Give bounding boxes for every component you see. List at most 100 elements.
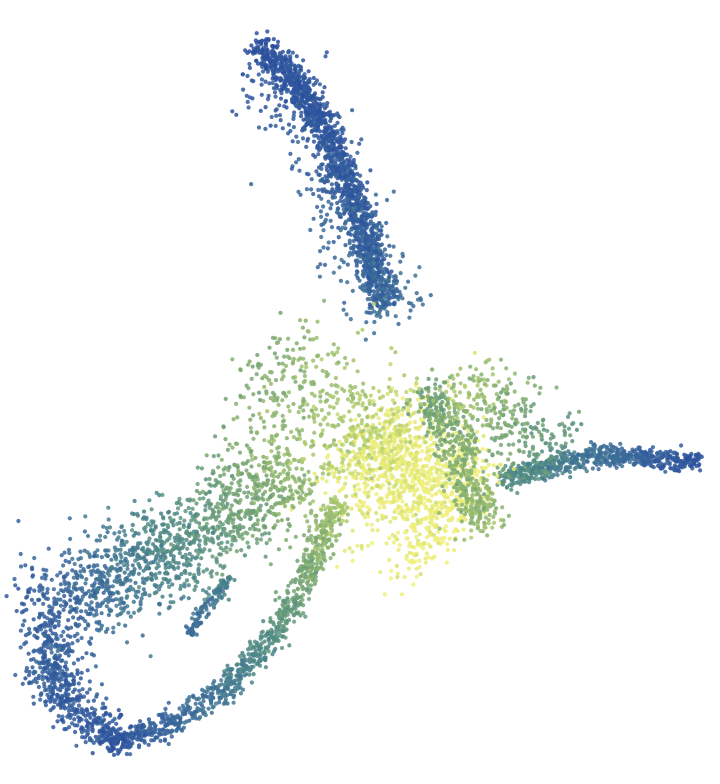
data-point	[435, 516, 440, 521]
data-point	[348, 317, 353, 322]
data-point	[655, 459, 660, 464]
data-point	[572, 466, 577, 471]
data-point	[437, 438, 442, 444]
data-point	[472, 460, 477, 466]
data-point	[414, 574, 419, 579]
data-point	[359, 546, 365, 551]
data-point	[567, 469, 573, 475]
data-point	[391, 244, 396, 249]
data-point	[661, 454, 666, 459]
data-point	[362, 257, 367, 262]
data-point	[368, 272, 373, 277]
data-point	[273, 55, 278, 60]
data-point	[312, 117, 317, 122]
data-point	[403, 285, 408, 290]
data-point	[420, 449, 425, 454]
data-point	[273, 590, 278, 595]
data-point	[314, 551, 319, 556]
data-point	[362, 515, 367, 520]
data-point	[170, 728, 175, 734]
data-point	[574, 456, 579, 461]
data-point	[341, 139, 346, 144]
data-point	[247, 49, 252, 54]
data-point	[321, 567, 326, 572]
data-point	[335, 129, 340, 134]
data-point	[576, 452, 581, 457]
data-point	[328, 206, 333, 211]
data-point	[353, 166, 358, 171]
data-point	[337, 211, 342, 216]
data-point	[300, 126, 306, 131]
data-point	[423, 516, 428, 521]
data-point	[262, 650, 267, 655]
data-point	[150, 726, 156, 732]
data-point	[319, 121, 324, 126]
data-point	[415, 475, 420, 481]
data-point	[497, 463, 502, 468]
data-point	[438, 505, 443, 510]
data-point	[391, 496, 396, 501]
data-point	[429, 472, 434, 477]
data-point	[229, 672, 234, 678]
data-point	[290, 89, 295, 94]
data-point	[329, 202, 334, 207]
data-point	[365, 543, 370, 548]
data-point	[285, 63, 290, 68]
data-point	[283, 635, 288, 640]
data-point	[372, 274, 377, 279]
data-point	[461, 414, 466, 419]
data-point	[423, 560, 428, 565]
data-point	[300, 94, 306, 99]
data-point	[573, 460, 579, 465]
data-point	[671, 457, 677, 462]
data-point	[411, 466, 416, 471]
data-point	[346, 230, 351, 235]
data-point	[240, 687, 245, 692]
data-point	[509, 487, 514, 492]
data-point	[306, 136, 311, 141]
data-point	[309, 187, 314, 192]
data-point	[442, 438, 447, 443]
data-point	[411, 582, 416, 587]
data-point	[329, 543, 335, 549]
data-point	[365, 494, 370, 499]
data-point	[480, 446, 485, 451]
data-point	[434, 461, 439, 466]
data-point	[186, 596, 191, 601]
data-point	[351, 157, 356, 163]
data-point	[470, 511, 475, 516]
data-point	[330, 193, 336, 198]
data-point	[151, 721, 156, 726]
data-point	[677, 469, 682, 474]
data-point	[483, 465, 488, 471]
data-point	[320, 162, 325, 167]
data-point	[400, 499, 405, 504]
data-point	[280, 126, 285, 131]
data-point	[598, 462, 604, 467]
data-point	[337, 265, 342, 270]
data-point	[375, 528, 380, 533]
data-point	[602, 458, 608, 463]
data-point	[393, 516, 398, 521]
data-point	[518, 481, 523, 487]
data-point	[425, 481, 430, 486]
data-point	[275, 39, 281, 45]
data-point	[442, 500, 448, 505]
data-point	[667, 462, 672, 467]
data-point	[416, 427, 421, 432]
data-point	[288, 151, 293, 156]
data-point	[353, 215, 358, 220]
data-point	[231, 700, 236, 705]
data-point	[325, 246, 330, 251]
data-point	[163, 723, 168, 729]
data-point	[372, 450, 377, 455]
data-point	[317, 82, 322, 87]
data-point	[314, 527, 319, 532]
data-point	[408, 308, 413, 313]
data-point	[382, 500, 387, 506]
data-point	[354, 452, 359, 457]
data-point	[338, 228, 343, 233]
data-point	[225, 693, 230, 698]
data-point	[434, 414, 439, 419]
data-point	[307, 528, 312, 534]
